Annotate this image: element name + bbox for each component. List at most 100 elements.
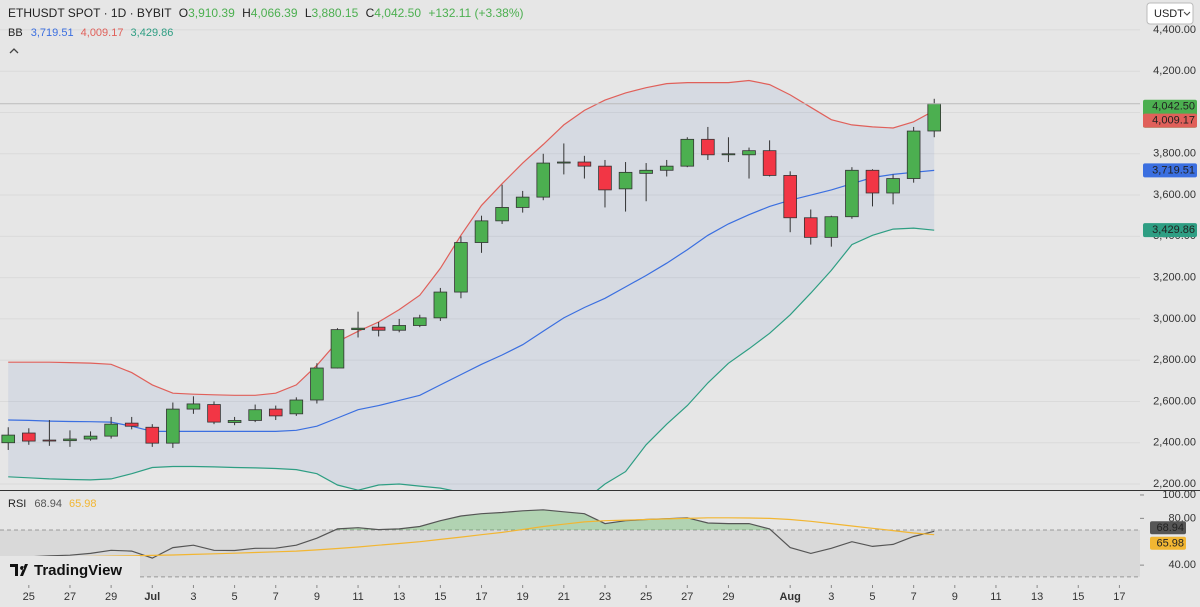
x-tick-label: 25 xyxy=(23,591,35,603)
candle-body xyxy=(413,317,427,326)
candle-body xyxy=(454,242,468,293)
y-tick-label: 2,800.00 xyxy=(1153,354,1196,366)
ohlc-key: C xyxy=(366,6,375,20)
candle-body xyxy=(824,216,839,238)
candle-body xyxy=(433,291,448,319)
currency-button[interactable]: USDT xyxy=(1146,2,1194,25)
candle-body xyxy=(371,326,386,331)
chevron[interactable] xyxy=(1183,11,1191,16)
x-tick-label: 15 xyxy=(1072,591,1084,603)
y-tick-label: 3,800.00 xyxy=(1153,148,1196,160)
candle-body xyxy=(166,408,180,444)
rsi-band xyxy=(0,530,1140,577)
rsi-legend: RSI 68.94 65.98 xyxy=(8,498,97,510)
y-tick-label: 2,400.00 xyxy=(1153,437,1196,449)
bb-lower: 3,429.86 xyxy=(131,27,174,39)
x-tick-label: Jul xyxy=(144,591,160,603)
rsi-tick-label: 40.00 xyxy=(1168,559,1196,571)
candle-body xyxy=(268,408,283,417)
price-tag xyxy=(1143,223,1197,238)
x-tick-label: Aug xyxy=(779,591,800,603)
candle-body xyxy=(803,217,818,238)
bb-lower xyxy=(8,227,935,490)
price-tag xyxy=(1143,163,1197,178)
y-tick-label: 4,200.00 xyxy=(1153,65,1196,77)
x-tick-label: 9 xyxy=(952,591,958,603)
y-tick-label: 3,200.00 xyxy=(1153,272,1196,284)
candle-body xyxy=(886,178,900,194)
candle-body xyxy=(927,103,942,132)
candle-body xyxy=(310,367,324,401)
candle-body xyxy=(145,426,160,444)
y-tick-label: 3,600.00 xyxy=(1153,189,1196,201)
x-tick-label: 19 xyxy=(517,591,529,603)
x-tick-label: 3 xyxy=(828,591,834,603)
candle-body xyxy=(351,327,365,331)
x-tick-label: 9 xyxy=(314,591,320,603)
candle-body xyxy=(783,175,797,219)
x-tick-label: 23 xyxy=(599,591,611,603)
x-tick-label: 11 xyxy=(990,591,1001,603)
ohlc-key: L xyxy=(305,6,312,20)
candle-body xyxy=(762,150,777,176)
candle-body xyxy=(392,325,406,331)
candle-body xyxy=(474,220,489,243)
candle-body xyxy=(330,329,345,369)
candle-body xyxy=(742,150,756,156)
currency[interactable]: USDT xyxy=(1154,8,1184,20)
rsi-tag-label: 68.94 xyxy=(1156,522,1184,534)
brand: TradingView xyxy=(0,556,140,584)
rsi-label: RSI xyxy=(8,498,26,510)
x-tick-label: 13 xyxy=(1031,591,1043,603)
price-tag-label: 4,042.50 xyxy=(1152,101,1195,113)
x-tick-label: 21 xyxy=(558,591,570,603)
legend: ETHUSDT SPOT · 1D · BYBIT O3,910.39 H4,0… xyxy=(8,6,524,510)
price-tags: 3,719.513,429.864,042.5004:35:034,009.17… xyxy=(1143,99,1197,550)
ohlc-value: 3,880.15 xyxy=(312,6,359,20)
collapse-icon[interactable] xyxy=(9,48,19,54)
x-tick-label: 27 xyxy=(681,591,693,603)
candle-body xyxy=(1,434,16,444)
x-tick-label: 27 xyxy=(64,591,76,603)
x-tick-label: 25 xyxy=(640,591,652,603)
brand-logo xyxy=(10,564,28,576)
candle-body xyxy=(845,169,859,218)
rsi-tag-label: 65.98 xyxy=(1156,538,1184,550)
bb-middle: 3,719.51 xyxy=(31,27,74,39)
price-tag xyxy=(1143,113,1197,128)
rsi-ma-value: 65.98 xyxy=(69,498,97,510)
candle-body xyxy=(536,162,551,198)
candle-body xyxy=(865,169,880,194)
y-tick-label: 2,200.00 xyxy=(1153,478,1196,490)
button-frame[interactable] xyxy=(1146,2,1194,25)
header-line: ETHUSDT SPOT · 1D · BYBIT O3,910.39 H4,0… xyxy=(8,6,524,20)
candle-body xyxy=(63,438,77,442)
ohlc-key: O xyxy=(179,6,188,20)
x-tick-label: 11 xyxy=(352,591,363,603)
x-tick-label: 7 xyxy=(911,591,917,603)
candle-body xyxy=(659,165,674,171)
price-tag-label: 4,009.17 xyxy=(1152,115,1195,127)
candle-body xyxy=(83,435,98,440)
rsi-tick-label: 100.00 xyxy=(1162,489,1196,501)
rsi-ma-line xyxy=(8,517,935,559)
band-fill xyxy=(8,80,935,490)
rsi-line xyxy=(8,509,935,559)
candle-body xyxy=(186,403,201,410)
candle-body xyxy=(598,165,612,191)
bb-upper xyxy=(8,79,935,396)
ohlc-value: 3,910.39 xyxy=(188,6,235,20)
rsi-tick-label: 80.00 xyxy=(1168,512,1196,524)
candle-body xyxy=(701,138,715,156)
x-tick-label: 5 xyxy=(232,591,238,603)
candle-body xyxy=(124,422,139,427)
candle-body xyxy=(42,439,57,442)
candle-body xyxy=(248,409,262,421)
y-tick-label: 2,600.00 xyxy=(1153,395,1196,407)
candle-body xyxy=(680,138,695,167)
bb-upper: 4,009.17 xyxy=(81,27,124,39)
y-tick-label: 4,400.00 xyxy=(1153,24,1196,36)
bb-label: BB xyxy=(8,27,23,39)
change: +132.11 (+3.38%) xyxy=(428,6,523,20)
